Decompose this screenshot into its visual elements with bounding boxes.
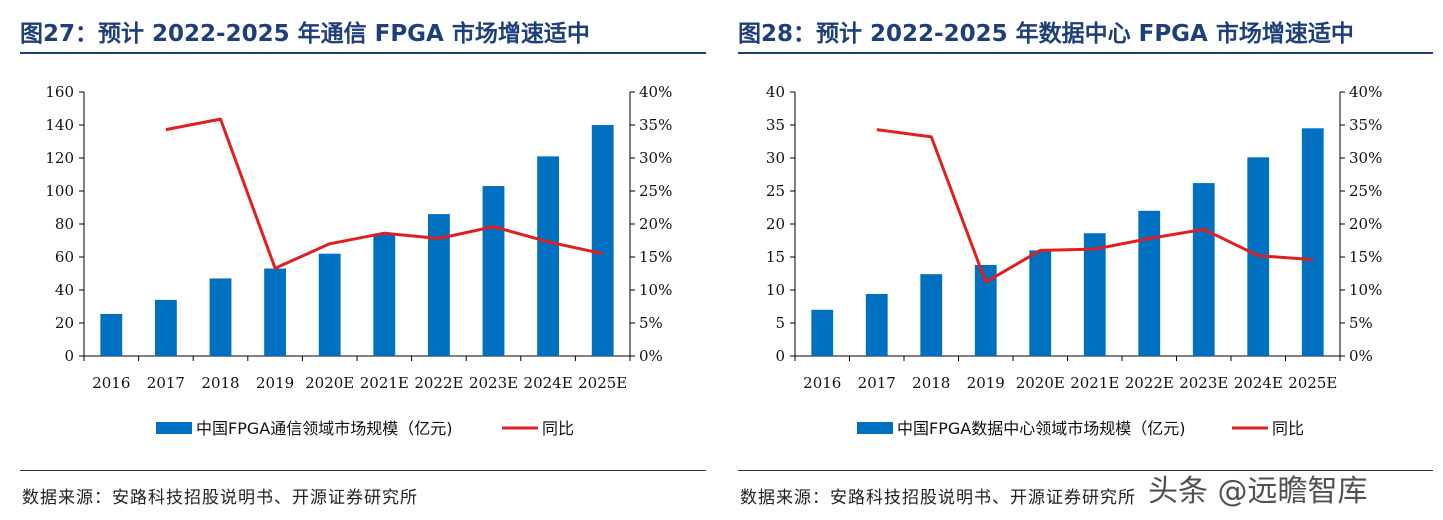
bar [1192, 183, 1215, 356]
x-tick-label: 2018 [201, 374, 239, 392]
bar [427, 214, 450, 356]
chart-panel-27: 图27：预计 2022-2025 年通信 FPGA 市场增速适中 0 20 40 60… [0, 0, 712, 520]
x-tick-label: 2022E [414, 374, 463, 392]
y-tick-label-right: 25% [1349, 182, 1382, 200]
chart-27: 0 20 40 60 80 100 120 140 160 0% 5% 10% 15% 20% 25% 30%… [45, 83, 672, 438]
bar [865, 293, 888, 356]
source-note: 数据来源：安路科技招股说明书、开源证券研究所 [22, 488, 418, 508]
watermark: 头条 @远瞻智库 [1148, 474, 1368, 509]
bar [318, 253, 341, 356]
chart-panel-28: 图28：预计 2022-2025 年数据中心 FPGA 市场增速适中 0 5 10 1… [733, 0, 1433, 520]
bar [209, 278, 232, 356]
y-tick-label-right: 35% [1349, 116, 1382, 134]
y-tick-label-left: 40 [766, 83, 785, 101]
chart-title: 图27：预计 2022-2025 年通信 FPGA 市场增速适中 [20, 21, 590, 47]
bar [1138, 210, 1161, 356]
x-tick-label: 2018 [912, 374, 950, 392]
chart-28: 0 5 10 15 20 25 30 35 40 0% 5% 10% 15% 20% 25% 30% 35% 40… [766, 83, 1382, 438]
y-tick-label-right: 35% [639, 116, 672, 134]
x-tick-label: 2025E [1288, 374, 1337, 392]
bar [591, 125, 614, 356]
yoy-line [165, 117, 604, 270]
title-rule [738, 52, 1433, 54]
y-tick-label-right: 30% [1349, 149, 1382, 167]
legend-bar-swatch [156, 422, 192, 434]
y-tick-label-right: 5% [639, 314, 663, 332]
bar [1029, 250, 1052, 356]
y-tick-label-left: 10 [766, 281, 785, 299]
legend-line-label: 同比 [542, 419, 574, 438]
x-tick-label: 2019 [967, 374, 1005, 392]
y-tick-label-left: 25 [766, 182, 785, 200]
source-note: 数据来源：安路科技招股说明书、开源证券研究所 [740, 488, 1136, 508]
y-tick-label-left: 20 [55, 314, 74, 332]
y-tick-label-right: 20% [639, 215, 672, 233]
bar [100, 313, 123, 356]
bar [1301, 128, 1324, 356]
y-tick-label-left: 30 [766, 149, 785, 167]
source-rule [738, 470, 1433, 471]
x-tick-label: 2021E [360, 374, 409, 392]
y-tick-label-right: 25% [639, 182, 672, 200]
y-tick-label-left: 40 [55, 281, 74, 299]
title-rule [20, 52, 706, 54]
yoy-line [876, 128, 1313, 284]
bar [482, 186, 505, 356]
x-tick-label: 2021E [1070, 374, 1119, 392]
y-tick-label-right: 10% [1349, 281, 1382, 299]
x-tick-label: 2016 [803, 374, 841, 392]
x-tick-label: 2024E [524, 374, 573, 392]
y-tick-label-left: 0 [775, 347, 785, 365]
x-tick-label: 2022E [1125, 374, 1174, 392]
y-tick-label-right: 40% [1349, 83, 1382, 101]
y-tick-label-left: 35 [766, 116, 785, 134]
y-tick-label-left: 100 [45, 182, 74, 200]
bar [920, 274, 943, 356]
y-tick-label-right: 0% [1349, 347, 1373, 365]
bar [154, 299, 177, 356]
x-tick-label: 2017 [147, 374, 185, 392]
x-tick-label: 2016 [92, 374, 130, 392]
bar [974, 264, 997, 356]
y-tick-label-left: 120 [45, 149, 74, 167]
y-tick-label-right: 20% [1349, 215, 1382, 233]
bar [537, 156, 560, 356]
y-tick-label-left: 5 [775, 314, 785, 332]
source-rule [20, 470, 706, 471]
y-tick-label-right: 15% [639, 248, 672, 266]
y-tick-label-right: 40% [639, 83, 672, 101]
bar [1083, 233, 1106, 356]
y-tick-label-left: 0 [64, 347, 74, 365]
y-tick-label-right: 0% [639, 347, 663, 365]
x-tick-label: 2020E [1016, 374, 1065, 392]
bar [373, 233, 396, 356]
x-tick-label: 2019 [256, 374, 294, 392]
y-tick-label-right: 5% [1349, 314, 1373, 332]
y-tick-label-left: 15 [766, 248, 785, 266]
legend-bar-swatch [857, 422, 893, 434]
y-tick-label-left: 140 [45, 116, 74, 134]
legend-bar-label: 中国FPGA数据中心领域市场规模（亿元) [897, 419, 1185, 438]
legend-line-label: 同比 [1272, 419, 1304, 438]
y-tick-label-right: 15% [1349, 248, 1382, 266]
x-tick-label: 2020E [305, 374, 354, 392]
y-tick-label-right: 10% [639, 281, 672, 299]
bar [264, 268, 287, 356]
y-tick-label-left: 60 [55, 248, 74, 266]
y-tick-label-right: 30% [639, 149, 672, 167]
legend-bar-label: 中国FPGA通信领域市场规模（亿元) [196, 419, 452, 438]
y-tick-label-left: 160 [45, 83, 74, 101]
y-tick-label-left: 20 [766, 215, 785, 233]
x-tick-label: 2024E [1234, 374, 1283, 392]
bar [811, 309, 834, 356]
x-tick-label: 2017 [858, 374, 896, 392]
x-tick-label: 2023E [469, 374, 518, 392]
x-tick-label: 2023E [1179, 374, 1228, 392]
chart-title: 图28：预计 2022-2025 年数据中心 FPGA 市场增速适中 [738, 21, 1354, 47]
x-tick-label: 2025E [578, 374, 627, 392]
y-tick-label-left: 80 [55, 215, 74, 233]
